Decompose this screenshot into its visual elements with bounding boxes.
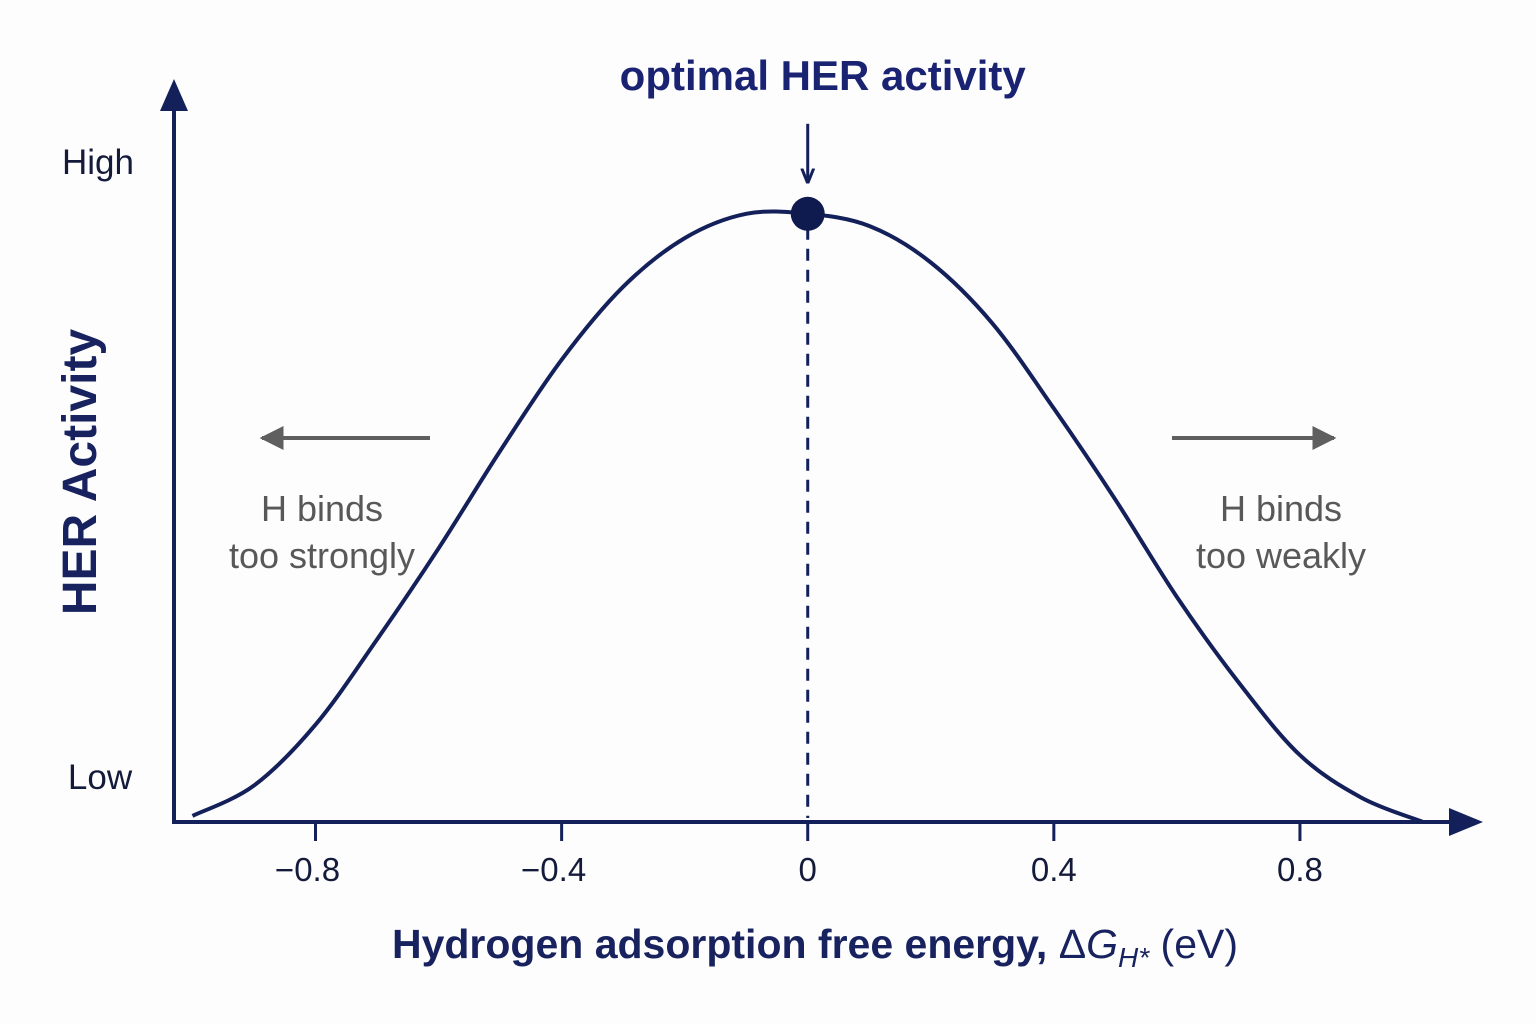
peak-marker — [790, 196, 825, 231]
x-tick-labels: −0.8 −0.4 0 0.4 0.8 — [275, 851, 1323, 888]
x-tick-label: 0.8 — [1277, 851, 1323, 888]
peak-label: optimal HER activity — [620, 52, 1027, 99]
x-axis-label-symbol: G — [1086, 921, 1118, 967]
x-ticks — [314, 822, 1302, 841]
x-tick-label: 0 — [799, 851, 817, 888]
y-axis-arrowhead — [160, 79, 188, 111]
left-note-line1: H binds — [261, 488, 383, 529]
y-axis-label: HER Activity — [54, 329, 107, 616]
right-note-line2: too weakly — [1196, 535, 1366, 576]
right-note-line1: H binds — [1220, 488, 1342, 529]
x-axis-label: Hydrogen adsorption free energy, ΔGH* (e… — [392, 921, 1238, 973]
x-tick-label: 0.4 — [1031, 851, 1077, 888]
x-tick-label: −0.4 — [521, 851, 586, 888]
x-tick-label: −0.8 — [275, 851, 340, 888]
x-axis-arrowhead — [1449, 808, 1483, 836]
left-note-line2: too strongly — [229, 535, 415, 576]
x-axis-label-subscript: H* — [1118, 942, 1150, 973]
y-level-low: Low — [68, 758, 133, 797]
x-axis-label-delta: Δ — [1059, 921, 1086, 967]
x-axis-label-unit: (eV) — [1149, 921, 1238, 967]
y-level-high: High — [62, 143, 134, 182]
x-axis-label-main: Hydrogen adsorption free energy, — [392, 921, 1059, 967]
